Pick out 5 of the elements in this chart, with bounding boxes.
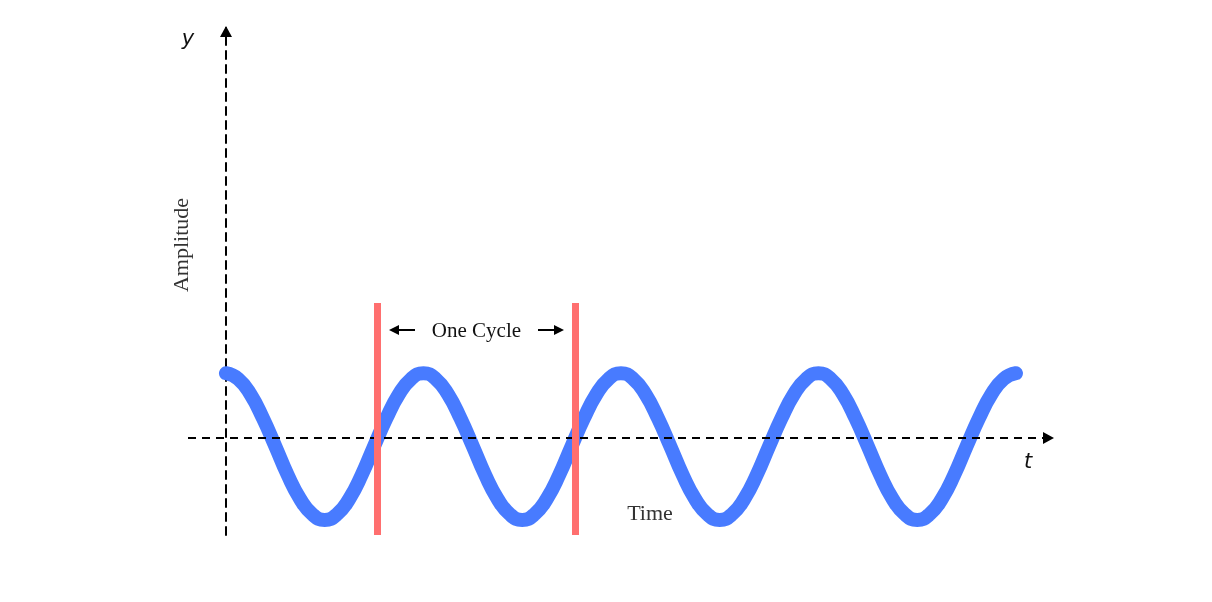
text: One Cycle (431, 318, 522, 343)
text: t (1023, 449, 1033, 473)
text: y (180, 26, 195, 50)
x-axis-title: Time (627, 499, 673, 525)
y-axis-title: Amplitude (167, 197, 193, 293)
